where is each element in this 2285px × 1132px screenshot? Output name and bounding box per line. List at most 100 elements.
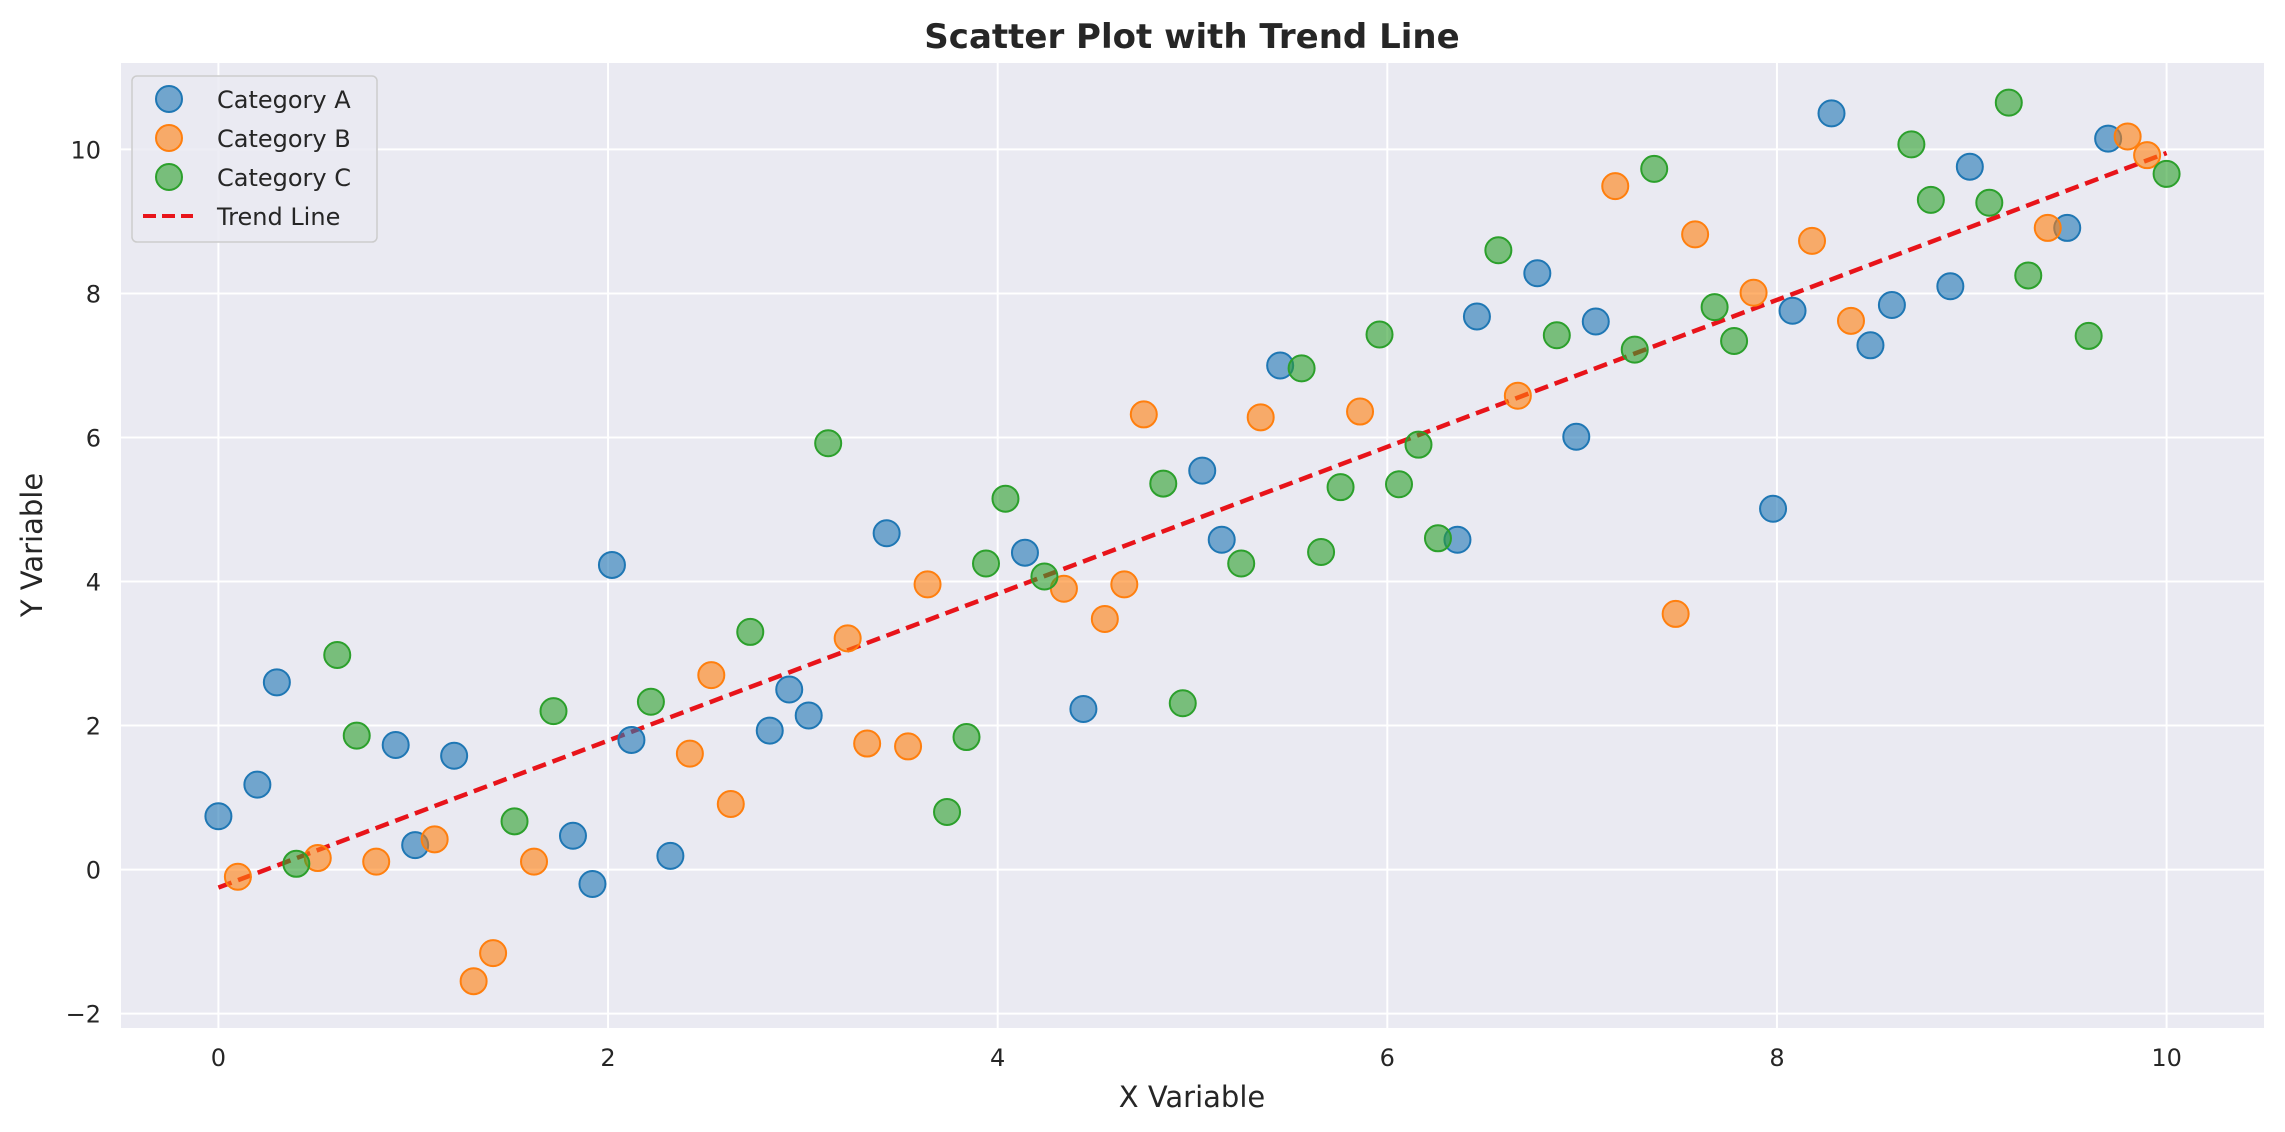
data-point-category-b <box>1246 403 1275 432</box>
data-point-category-c <box>1975 188 2004 217</box>
data-point-category-b <box>1110 570 1139 599</box>
data-point-category-c <box>814 429 843 458</box>
data-point-category-a <box>262 668 291 697</box>
data-point-category-b <box>420 825 449 854</box>
data-point-category-a <box>1936 272 1965 301</box>
y-tick-labels: −2 0 2 4 6 8 10 <box>66 136 101 1028</box>
x-tick-label: 2 <box>600 1044 615 1072</box>
legend-marker-category-c <box>155 163 183 191</box>
x-tick-label: 6 <box>1380 1044 1395 1072</box>
data-point-category-b <box>2033 213 2062 242</box>
data-point-category-c <box>736 617 765 646</box>
y-tick-label: 4 <box>86 569 101 597</box>
data-point-category-a <box>1010 538 1039 567</box>
data-point-category-b <box>1681 220 1710 249</box>
data-point-category-c <box>1423 524 1452 553</box>
data-point-category-c <box>1385 470 1414 499</box>
data-point-category-b <box>1661 599 1690 628</box>
data-point-category-a <box>872 519 901 548</box>
data-point-category-b <box>833 624 862 653</box>
y-tick-label: −2 <box>66 1001 101 1029</box>
y-tick-label: 2 <box>86 713 101 741</box>
legend-marker-category-a <box>155 85 183 113</box>
data-point-category-a <box>1817 99 1846 128</box>
data-point-category-c <box>1326 473 1355 502</box>
x-tick-label: 4 <box>990 1044 1005 1072</box>
data-point-category-b <box>1129 400 1158 429</box>
data-point-category-c <box>1168 689 1197 718</box>
data-point-category-c <box>1365 320 1394 349</box>
y-tick-label: 10 <box>70 136 101 164</box>
data-point-category-c <box>342 721 371 750</box>
data-point-category-a <box>204 802 233 831</box>
data-point-category-b <box>2113 122 2142 151</box>
legend: Category A Category B Category C Trend L… <box>131 75 378 243</box>
data-point-category-c <box>1994 88 2023 117</box>
data-point-category-b <box>1090 604 1119 633</box>
legend-label-category-a: Category A <box>217 86 351 114</box>
x-tick-label: 10 <box>2151 1044 2182 1072</box>
data-point-category-b <box>1739 278 1768 307</box>
data-point-category-b <box>675 739 704 768</box>
data-point-category-a <box>597 550 626 579</box>
data-point-category-b <box>479 939 508 968</box>
data-point-category-c <box>1720 326 1749 355</box>
data-point-category-b <box>1836 306 1865 335</box>
data-point-category-c <box>933 797 962 826</box>
legend-marker-category-b <box>155 124 183 152</box>
data-point-category-c <box>991 484 1020 513</box>
x-tick-label: 0 <box>211 1044 226 1072</box>
data-point-category-b <box>1798 226 1827 255</box>
data-point-category-c <box>1287 354 1316 383</box>
data-point-category-b <box>223 862 252 891</box>
data-point-category-a <box>1778 296 1807 325</box>
data-point-category-c <box>1700 293 1729 322</box>
data-point-category-b <box>362 847 391 876</box>
scatter-points <box>204 88 2181 996</box>
data-point-category-b <box>853 729 882 758</box>
data-point-category-c <box>971 549 1000 578</box>
data-point-category-c <box>2014 261 2043 290</box>
data-point-category-c <box>636 687 665 716</box>
data-point-category-a <box>1462 302 1491 331</box>
x-axis-label: X Variable <box>1119 1080 1266 1114</box>
data-point-category-b <box>459 967 488 996</box>
data-point-category-a <box>617 725 646 754</box>
data-point-category-b <box>1503 381 1532 410</box>
plot-background <box>121 63 2264 1028</box>
data-point-category-c <box>1620 335 1649 364</box>
data-point-category-a <box>755 716 784 745</box>
data-point-category-b <box>2133 141 2162 170</box>
data-point-category-b <box>520 847 549 876</box>
data-point-category-a <box>243 770 272 799</box>
data-point-category-a <box>1069 694 1098 723</box>
data-point-category-c <box>1307 537 1336 566</box>
data-point-category-a <box>775 675 804 704</box>
data-point-category-c <box>539 697 568 726</box>
data-point-category-c <box>1640 154 1669 183</box>
data-point-category-a <box>1188 456 1217 485</box>
data-point-category-b <box>1601 172 1630 201</box>
data-point-category-a <box>794 701 823 730</box>
data-point-category-b <box>716 790 745 819</box>
data-point-category-c <box>282 849 311 878</box>
data-point-category-a <box>1207 525 1236 554</box>
legend-label-trend-line: Trend Line <box>216 203 340 231</box>
trend-line <box>217 150 2168 890</box>
data-point-category-a <box>1581 307 1610 336</box>
legend-label-category-c: Category C <box>217 164 351 192</box>
data-point-category-c <box>1484 236 1513 265</box>
data-point-category-c <box>1404 430 1433 459</box>
trend-line-layer <box>217 150 2168 890</box>
data-point-category-c <box>1916 185 1945 214</box>
data-point-category-a <box>558 821 587 850</box>
data-point-category-a <box>440 741 469 770</box>
data-point-category-b <box>1346 397 1375 426</box>
data-point-category-a <box>578 869 607 898</box>
data-point-category-c <box>1227 549 1256 578</box>
data-point-category-c <box>1030 562 1059 591</box>
data-point-category-a <box>1523 259 1552 288</box>
data-point-category-c <box>1542 321 1571 350</box>
